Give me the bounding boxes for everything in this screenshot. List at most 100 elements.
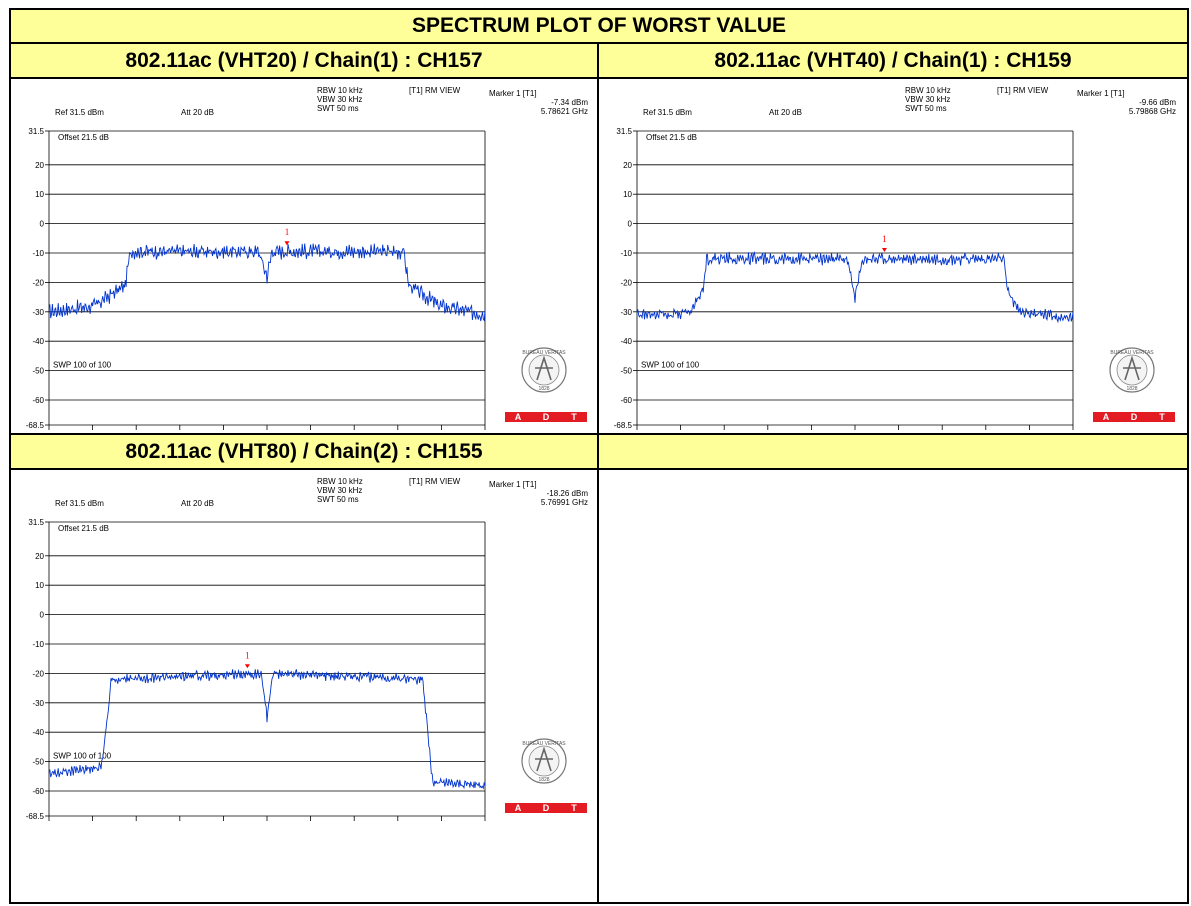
y-tick-label: -60 — [620, 396, 632, 405]
seal-figure-icon — [535, 355, 553, 381]
y-tick-label: 10 — [35, 190, 44, 199]
adt-letter: A — [515, 803, 522, 813]
plot-1-title: 802.11ac (VHT20) / Chain(1) : CH157 — [11, 44, 597, 79]
attenuation-label: Att 20 dB — [181, 499, 214, 508]
trace-mode-label: [T1] RM VIEW — [409, 86, 461, 95]
adt-logo-bar — [505, 803, 587, 813]
marker-triangle — [881, 248, 887, 253]
adt-letter: D — [1131, 412, 1138, 422]
ref-level-label: Ref 31.5 dBm — [643, 108, 692, 117]
y-tick-label: -50 — [620, 367, 632, 376]
y-tick-label: -10 — [32, 640, 44, 649]
spectrum-plot-1: RBW 10 kHz VBW 30 kHz SWT 50 ms [T1] RM VIE… — [11, 79, 597, 433]
y-tick-label: -10 — [32, 249, 44, 258]
y-tick-label: -60 — [32, 787, 44, 796]
y-tick-label: 10 — [35, 581, 44, 590]
seal-year: 1828 — [1126, 386, 1137, 392]
offset-label: Offset 21.5 dB — [646, 133, 697, 142]
y-tick-label: -60 — [32, 396, 44, 405]
row-divider — [11, 433, 1187, 435]
y-tick-label: 20 — [35, 552, 44, 561]
y-tick-label: 31.5 — [616, 127, 632, 136]
adt-letter: T — [571, 412, 577, 422]
trace-mode-label: [T1] RM VIEW — [997, 86, 1049, 95]
empty-cell — [599, 470, 1187, 902]
report-table: SPECTRUM PLOT OF WORST VALUE 802.11ac (V… — [9, 8, 1189, 904]
y-tick-label: 0 — [40, 220, 45, 229]
vbw-label: VBW 30 kHz — [317, 486, 362, 495]
y-tick-label: -50 — [32, 367, 44, 376]
adt-letter: T — [571, 803, 577, 813]
spectrum-plot-3: RBW 10 kHz VBW 30 kHz SWT 50 ms [T1] RM VIE… — [11, 470, 597, 824]
y-tick-label: 20 — [623, 161, 632, 170]
y-tick-label: -20 — [32, 278, 44, 287]
seal-text: BUREAU VERITAS — [522, 741, 566, 747]
y-tick-label: -40 — [620, 337, 632, 346]
adt-letter: D — [543, 412, 550, 422]
plot-2-title: 802.11ac (VHT40) / Chain(1) : CH159 — [599, 44, 1187, 79]
seal-year: 1828 — [538, 777, 549, 783]
y-tick-label: 31.5 — [28, 518, 44, 527]
page-title: SPECTRUM PLOT OF WORST VALUE — [11, 10, 1187, 44]
y-tick-label: -40 — [32, 728, 44, 737]
marker-level: -7.34 dBm — [551, 98, 588, 107]
ref-level-label: Ref 31.5 dBm — [55, 108, 104, 117]
marker-level: -18.26 dBm — [547, 489, 589, 498]
spectrum-trace — [48, 668, 486, 790]
marker-title: Marker 1 [T1] — [489, 89, 537, 98]
vbw-label: VBW 30 kHz — [905, 95, 950, 104]
y-tick-label: 20 — [35, 161, 44, 170]
column-divider — [597, 44, 599, 902]
swt-label: SWT 50 ms — [317, 104, 359, 113]
rbw-label: RBW 10 kHz — [317, 477, 363, 486]
spectrum-trace — [636, 250, 1074, 324]
offset-label: Offset 21.5 dB — [58, 133, 109, 142]
trace-mode-label: [T1] RM VIEW — [409, 477, 461, 486]
spectrum-plot-2: RBW 10 kHz VBW 30 kHz SWT 50 ms [T1] RM VIE… — [599, 79, 1185, 433]
y-tick-label: -50 — [32, 758, 44, 767]
y-tick-label: -20 — [620, 278, 632, 287]
marker-title: Marker 1 [T1] — [489, 480, 537, 489]
ref-level-label: Ref 31.5 dBm — [55, 499, 104, 508]
marker-number: 1 — [245, 650, 250, 660]
seal-year: 1828 — [538, 386, 549, 392]
y-tick-label: -10 — [620, 249, 632, 258]
offset-label: Offset 21.5 dB — [58, 524, 109, 533]
adt-letter: D — [543, 803, 550, 813]
attenuation-label: Att 20 dB — [181, 108, 214, 117]
rbw-label: RBW 10 kHz — [317, 86, 363, 95]
y-tick-label: 0 — [628, 220, 633, 229]
adt-letter: A — [1103, 412, 1110, 422]
marker-frequency: 5.78621 GHz — [541, 107, 588, 116]
y-tick-label: -68.5 — [26, 812, 45, 821]
rbw-label: RBW 10 kHz — [905, 86, 951, 95]
spectrum-trace — [48, 243, 486, 322]
y-tick-label: 31.5 — [28, 127, 44, 136]
sweep-label: SWP 100 of 100 — [641, 361, 700, 370]
marker-frequency: 5.79868 GHz — [1129, 107, 1176, 116]
empty-header-cell — [599, 435, 1187, 470]
y-tick-label: -40 — [32, 337, 44, 346]
y-tick-label: -20 — [32, 669, 44, 678]
seal-text: BUREAU VERITAS — [522, 350, 566, 356]
seal-inner-ring — [528, 354, 560, 386]
seal-inner-ring — [528, 745, 560, 777]
adt-letter: A — [515, 412, 522, 422]
swt-label: SWT 50 ms — [905, 104, 947, 113]
seal-text: BUREAU VERITAS — [1110, 350, 1154, 356]
y-tick-label: -30 — [32, 308, 44, 317]
sweep-label: SWP 100 of 100 — [53, 361, 112, 370]
seal-figure-icon — [535, 746, 553, 772]
marker-triangle — [244, 664, 250, 669]
sweep-label: SWP 100 of 100 — [53, 752, 112, 761]
vbw-label: VBW 30 kHz — [317, 95, 362, 104]
y-tick-label: -68.5 — [614, 421, 633, 430]
y-tick-label: 0 — [40, 611, 45, 620]
adt-letter: T — [1159, 412, 1165, 422]
marker-title: Marker 1 [T1] — [1077, 89, 1125, 98]
marker-frequency: 5.76991 GHz — [541, 498, 588, 507]
attenuation-label: Att 20 dB — [769, 108, 802, 117]
y-tick-label: -30 — [32, 699, 44, 708]
marker-number: 1 — [285, 227, 290, 237]
adt-logo-bar — [505, 412, 587, 422]
